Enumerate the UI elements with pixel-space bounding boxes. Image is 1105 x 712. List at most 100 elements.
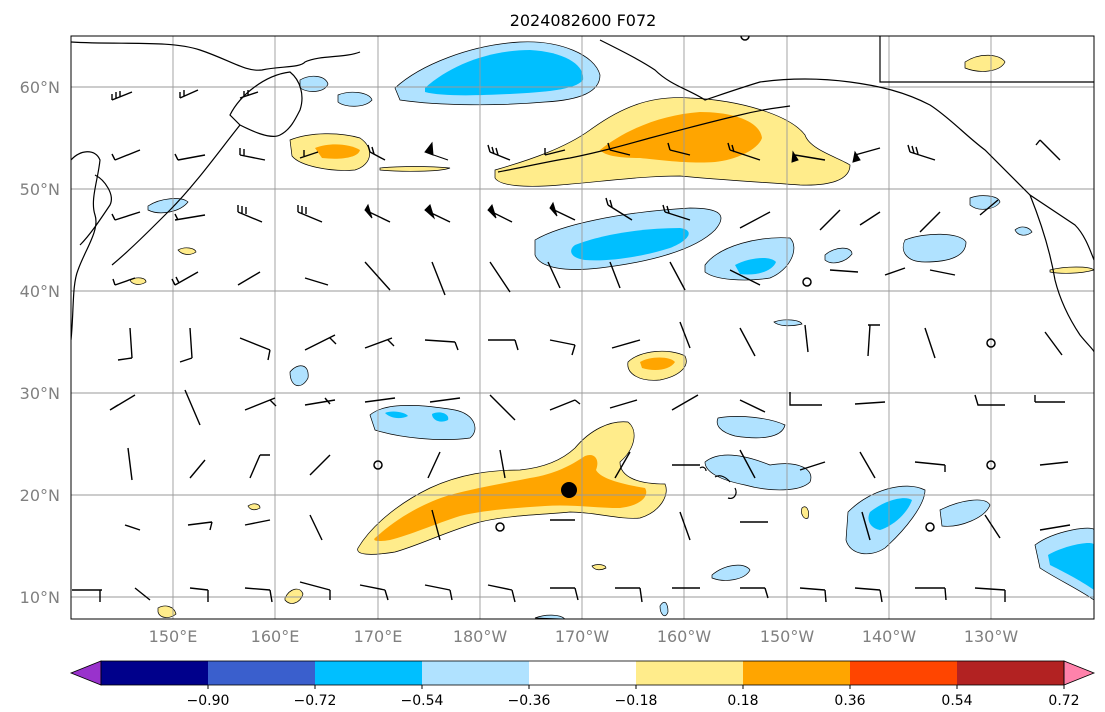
wind-barb <box>929 269 956 276</box>
lon-axis: 150°E 160°E 170°E 180°W 170°W 160°W 150°… <box>149 627 1019 646</box>
wind-barb <box>489 261 511 293</box>
pos-region-small-42n-e <box>1049 266 1094 274</box>
wind-barb <box>669 261 686 291</box>
lon-label: 160°W <box>657 627 712 646</box>
wind-barb <box>611 339 641 349</box>
wind-barb <box>979 199 999 216</box>
wind-barb <box>174 153 206 161</box>
wind-barb <box>729 269 761 286</box>
wind-barb <box>1035 139 1061 161</box>
wind-barb <box>799 587 827 603</box>
lon-label: 160°E <box>251 627 300 646</box>
wind-barb <box>109 394 136 411</box>
wind-barb <box>499 449 506 479</box>
map-title: 2024082600 F072 <box>510 11 657 30</box>
wind-barb <box>111 211 141 221</box>
wind-barb <box>867 324 880 357</box>
lat-label: 50°N <box>20 180 60 199</box>
wind-barb <box>111 149 141 161</box>
lon-label: 170°W <box>555 627 610 646</box>
neg-region-33n-small <box>289 365 309 386</box>
wind-barb <box>239 148 266 161</box>
canada-border <box>879 36 1094 83</box>
wind-barb <box>237 271 261 286</box>
wind-pennants[interactable] <box>364 141 861 220</box>
colorbar-block <box>101 661 209 685</box>
colorbar-tick-label: 0.54 <box>941 693 972 709</box>
lat-label: 20°N <box>20 486 60 505</box>
wind-pennant <box>364 203 373 219</box>
calm-circle <box>986 338 996 348</box>
wind-barb <box>364 261 391 291</box>
wind-barb <box>974 587 1006 602</box>
calm-circle <box>986 460 996 470</box>
neg-region-33n-east-thin <box>773 319 803 327</box>
colorbar-block <box>850 661 958 685</box>
colorbar-tick-label: −0.90 <box>187 693 230 709</box>
wind-barb <box>789 392 822 406</box>
wind-barb <box>854 401 886 405</box>
north-america-coastline <box>1029 194 1094 353</box>
wind-barb <box>304 334 337 351</box>
calm-circle <box>373 460 383 470</box>
wind-barb <box>309 454 331 476</box>
wind-barbs <box>72 89 1071 603</box>
pos-region-aleutian-thin <box>379 166 451 172</box>
colorbar-block <box>315 661 423 685</box>
wind-pennant <box>424 141 449 161</box>
map-area <box>71 36 1094 619</box>
wind-barb <box>364 397 396 403</box>
wind-barb <box>171 271 199 286</box>
neg-region-12n <box>711 564 751 581</box>
lon-label: 140°W <box>862 627 917 646</box>
colorbar: −0.90 −0.72 −0.54 −0.36 −0.18 0.18 0.36 0.54 0.7… <box>69 660 1096 709</box>
wind-barb <box>854 147 881 156</box>
neg-region-45n-dot <box>824 247 853 264</box>
wind-barb <box>299 581 331 600</box>
wind-barb <box>914 461 946 472</box>
colorbar-tick-label: −0.54 <box>401 693 444 709</box>
wind-barb <box>184 389 201 426</box>
pos-core-main-20n <box>374 454 647 542</box>
pos-region-small-23n <box>247 503 261 511</box>
wind-barb <box>859 451 876 479</box>
pos-region-small-43n <box>177 247 197 255</box>
wind-barb <box>739 399 766 413</box>
colorbar-block <box>422 661 530 685</box>
wind-barb <box>861 511 871 541</box>
wind-barb <box>667 142 691 156</box>
wind-barb <box>615 587 643 603</box>
wind-barb <box>489 394 516 421</box>
wind-pennant <box>549 201 558 217</box>
wind-barb <box>804 324 809 353</box>
neg-region-45n-east <box>704 237 795 281</box>
wind-barb <box>237 205 263 223</box>
colorbar-tick-label: −0.72 <box>294 693 337 709</box>
wind-barb <box>424 339 459 351</box>
wind-barb <box>884 267 906 276</box>
neg-core-45n-central <box>571 228 689 261</box>
wind-barb <box>299 150 319 159</box>
wind-barb <box>544 148 566 156</box>
wind-barb <box>605 197 633 221</box>
aleutian-chain <box>497 105 791 173</box>
storm-center-marker[interactable] <box>561 482 577 498</box>
neg-region-27n <box>369 405 476 440</box>
calm-circle <box>925 522 935 532</box>
wind-barb <box>1039 524 1071 531</box>
wind-barb <box>309 514 323 541</box>
wind-barb <box>239 90 259 99</box>
neg-region-small-48n <box>147 198 189 214</box>
wind-barb <box>974 394 1005 406</box>
wind-barb <box>915 587 947 601</box>
lon-label: 170°E <box>354 627 403 646</box>
colorbar-tick-label: −0.18 <box>615 693 658 709</box>
colorbar-tick-label: 0.18 <box>727 693 758 709</box>
wind-barb <box>614 451 631 479</box>
calm-circle <box>802 277 812 287</box>
neg-region-45n-far-east <box>902 233 967 263</box>
wind-barb <box>127 447 133 481</box>
wind-barb <box>364 337 395 349</box>
wind-barb <box>304 397 336 406</box>
wind-barb <box>819 209 841 231</box>
